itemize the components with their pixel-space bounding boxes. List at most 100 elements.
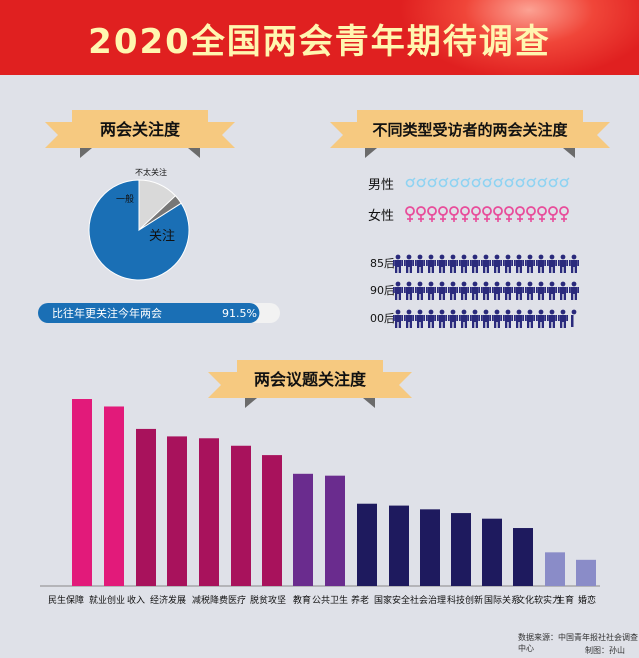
group-label-00: 00后 <box>370 312 395 325</box>
ribbon-section2: 不同类型受访者的两会关注度 <box>330 110 610 158</box>
person-icon <box>527 254 533 260</box>
bar-label-11: 社会治理 <box>410 594 446 606</box>
male-icon <box>559 178 569 188</box>
person-icon <box>472 254 478 260</box>
person-icon <box>494 254 500 260</box>
ribbon-section3-title: 两会议题关注度 <box>254 370 367 389</box>
person-icon <box>439 254 445 260</box>
person-icon <box>505 254 511 260</box>
female-icon <box>427 206 437 216</box>
person-icon <box>395 281 401 287</box>
ribbon-section2-title: 不同类型受访者的两会关注度 <box>372 121 568 139</box>
male-icon <box>405 178 415 188</box>
ribbon-section3: 两会议题关注度 <box>208 360 412 408</box>
bar-label-2: 收入 <box>127 594 145 606</box>
person-icon <box>472 309 478 315</box>
female-icon <box>526 206 536 216</box>
bar-15 <box>545 552 565 586</box>
bar-14 <box>513 528 533 586</box>
person-icon <box>571 309 577 315</box>
male-icon <box>526 178 536 188</box>
person-icon <box>538 281 544 287</box>
pie-label-not-much: 不太关注 <box>135 167 167 177</box>
footer-source: 数据来源：中国青年报社社会调查中心 <box>518 633 638 653</box>
person-icon <box>439 281 445 287</box>
progress-fill <box>38 303 260 323</box>
female-icon <box>460 206 470 216</box>
bar-label-7: 教育 <box>293 594 311 606</box>
bar-label-4: 减税降费 <box>192 594 228 606</box>
bar-chart <box>72 399 596 586</box>
person-icon <box>527 309 533 315</box>
bar-label-1: 就业创业 <box>89 594 125 606</box>
person-icon <box>560 281 566 287</box>
pie-slice-2 <box>138 195 182 231</box>
person-icon <box>505 281 511 287</box>
bar-label-0: 民生保障 <box>48 594 84 606</box>
bar-label-8: 公共卫生 <box>312 594 348 606</box>
male-icon-row <box>405 177 570 188</box>
person-icon <box>483 281 489 287</box>
person-icon <box>461 281 467 287</box>
female-icon <box>548 206 558 216</box>
footer-author: 制图：孙山 <box>585 646 625 655</box>
female-icon-row <box>405 206 569 222</box>
person-icon <box>461 254 467 260</box>
bar-2 <box>136 428 156 586</box>
progress-label: 比往年更关注今年两会 <box>52 306 162 320</box>
female-icon <box>559 206 569 216</box>
bar-13 <box>482 518 502 586</box>
pie-chart <box>88 179 190 281</box>
bar-6 <box>262 455 282 586</box>
female-icon <box>416 206 426 216</box>
female-icon <box>504 206 514 216</box>
person-icon <box>516 309 522 315</box>
person-icon <box>417 281 423 287</box>
bar-label-9: 养老 <box>351 594 369 606</box>
pie-label-attention: 关注 <box>149 229 175 244</box>
bar-label-15: 生育 <box>556 594 574 606</box>
progress-value: 91.5% <box>222 307 257 320</box>
female-icon <box>449 206 459 216</box>
male-icon <box>416 178 426 188</box>
person-icon <box>450 254 456 260</box>
female-icon <box>482 206 492 216</box>
bar-8 <box>325 475 345 586</box>
person-icon <box>428 254 434 260</box>
person-icon <box>527 281 533 287</box>
bar-3 <box>167 436 187 586</box>
person-icon <box>406 309 412 315</box>
bar-5 <box>231 445 251 586</box>
female-label: 女性 <box>368 208 394 224</box>
bar-1 <box>104 406 124 586</box>
person-icon <box>483 254 489 260</box>
person-icon <box>505 309 511 315</box>
female-icon <box>537 206 547 216</box>
person-icon <box>428 281 434 287</box>
bar-0 <box>72 399 92 586</box>
person-icon <box>483 309 489 315</box>
male-icon <box>427 178 437 188</box>
male-icon <box>548 178 558 188</box>
person-icon <box>549 254 555 260</box>
bar-9 <box>357 503 377 586</box>
bar-label-3: 经济发展 <box>150 594 186 606</box>
header-banner: 2020全国两会青年期待调查 <box>0 0 639 75</box>
bar-label-10: 国家安全 <box>374 594 410 606</box>
person-icon <box>439 309 445 315</box>
male-icon <box>438 178 448 188</box>
male-icon <box>515 178 525 188</box>
bar-4 <box>199 438 219 586</box>
male-icon <box>471 178 481 188</box>
bar-7 <box>293 473 313 586</box>
person-icon <box>428 309 434 315</box>
person-icon <box>406 281 412 287</box>
bar-10 <box>389 505 409 586</box>
male-icon <box>504 178 514 188</box>
bar-12 <box>451 513 471 586</box>
person-icon <box>538 309 544 315</box>
female-icon <box>493 206 503 216</box>
male-icon <box>537 178 547 188</box>
ribbon-section1-title: 两会关注度 <box>100 120 181 139</box>
person-icon <box>450 309 456 315</box>
